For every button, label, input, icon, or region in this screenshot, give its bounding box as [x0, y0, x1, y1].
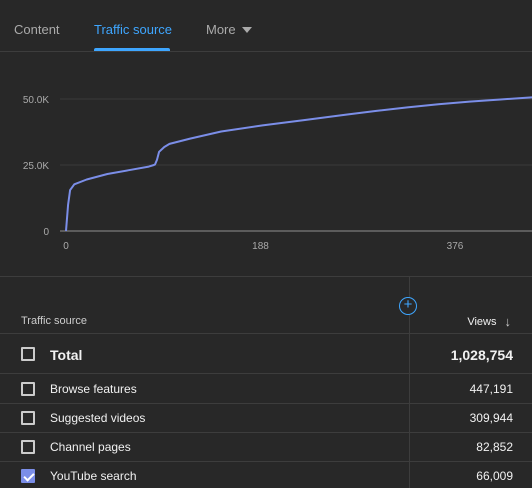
tab-more-label: More	[206, 22, 236, 37]
header-traffic-source: Traffic source	[21, 315, 88, 327]
row-checkbox-checked[interactable]	[21, 469, 35, 483]
tab-more[interactable]: More	[206, 22, 252, 38]
row-label: Total	[50, 347, 83, 363]
row-checkbox[interactable]	[21, 382, 35, 396]
x-tick-label: 376	[447, 241, 464, 252]
row-value: 1,028,754	[450, 347, 513, 363]
x-tick-label: 188	[252, 241, 269, 252]
column-divider	[409, 277, 410, 488]
row-value: 309,944	[469, 411, 513, 425]
y-tick-label: 50.0K	[23, 95, 49, 106]
header-views-label: Views	[467, 315, 497, 328]
y-tick-label: 0	[43, 227, 49, 238]
table-row: Channel pages 82,852	[0, 432, 532, 461]
tab-traffic-source[interactable]: Traffic source	[94, 22, 173, 37]
table-row: Suggested videos 309,944	[0, 403, 532, 432]
views-line-chart: 0 25.0K 50.0K 0 188 376	[0, 53, 532, 276]
tab-content[interactable]: Content	[14, 22, 60, 37]
total-checkbox[interactable]	[21, 347, 35, 361]
row-label: Channel pages	[50, 440, 131, 454]
row-label: YouTube search	[50, 469, 137, 483]
row-value: 447,191	[469, 382, 513, 396]
y-tick-label: 25.0K	[23, 161, 49, 172]
row-label: Browse features	[50, 382, 137, 396]
chart-canvas: 0 25.0K 50.0K 0 188 376	[23, 95, 532, 252]
add-metric-icon[interactable]: +	[399, 297, 417, 315]
table-row-total: Total 1,028,754	[0, 333, 532, 373]
header-views-sort[interactable]: Views ↓	[467, 314, 511, 329]
caret-down-icon	[241, 27, 252, 33]
sort-down-icon: ↓	[504, 314, 512, 329]
series-line	[65, 96, 532, 232]
row-checkbox[interactable]	[21, 411, 35, 425]
row-value: 82,852	[476, 440, 513, 454]
row-value: 66,009	[476, 469, 513, 483]
row-checkbox[interactable]	[21, 440, 35, 454]
table-row: Browse features 447,191	[0, 373, 532, 403]
row-label: Suggested videos	[50, 411, 146, 425]
tab-bar: Content Traffic source More	[0, 0, 532, 52]
active-tab-indicator	[94, 48, 170, 51]
table-row: YouTube search 66,009	[0, 461, 532, 488]
x-tick-label: 0	[63, 241, 69, 252]
traffic-source-table: + Traffic source Views ↓ Total 1,028,754…	[0, 276, 532, 488]
